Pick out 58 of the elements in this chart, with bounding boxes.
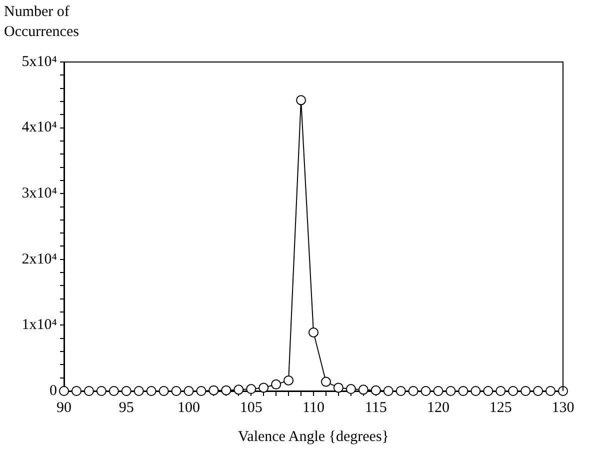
point [271, 379, 282, 390]
point [333, 382, 344, 393]
point [383, 386, 394, 396]
point [308, 327, 318, 338]
point [184, 386, 194, 396]
point [221, 385, 232, 396]
y-tick-label: 2x10⁴ [22, 251, 57, 268]
point [246, 384, 256, 394]
x-tick-label: 90 [56, 400, 72, 416]
point [146, 386, 156, 396]
point [546, 386, 556, 396]
point [134, 386, 144, 396]
point [470, 386, 481, 396]
y-tick-label: 0 [50, 382, 57, 399]
point [59, 386, 69, 396]
y-tick-label: 5x10⁴ [22, 54, 57, 70]
point [420, 386, 431, 396]
point [96, 386, 106, 396]
point [496, 386, 506, 396]
x-axis-title: Valence Angle {degrees} [238, 428, 390, 445]
y-tick-label: 4x10⁴ [22, 120, 57, 136]
point [208, 385, 219, 396]
x-tick-label: 95 [118, 400, 134, 416]
y-tick-label: 3x10⁴ [22, 186, 57, 202]
point [508, 386, 518, 396]
point [84, 386, 94, 396]
point [121, 386, 132, 396]
point [234, 384, 244, 395]
point [346, 384, 356, 394]
point [196, 386, 206, 396]
point [370, 385, 381, 396]
point [108, 386, 119, 396]
point [158, 386, 169, 396]
x-tick-label: 105 [240, 400, 262, 416]
y-tick-label: 1x10⁴ [22, 317, 57, 334]
point [296, 95, 306, 106]
x-tick-label: 130 [552, 400, 574, 416]
x-tick-label: 120 [427, 400, 450, 416]
point [520, 386, 531, 396]
point [446, 386, 456, 396]
x-tick-label: 100 [178, 400, 200, 416]
x-tick-label: 115 [364, 400, 387, 416]
point [171, 386, 182, 396]
point [71, 386, 82, 396]
x-tick-label: 125 [489, 400, 512, 416]
point [458, 386, 468, 396]
y-axis-title: Number of Occurrences [4, 3, 80, 42]
point [320, 376, 331, 387]
point [558, 386, 568, 396]
point [258, 382, 269, 393]
point [396, 386, 406, 396]
point [408, 386, 418, 396]
point [433, 386, 444, 396]
point [533, 386, 544, 396]
point [483, 386, 494, 396]
point [358, 384, 368, 395]
point [284, 375, 294, 386]
x-tick-label: 110 [302, 400, 324, 416]
